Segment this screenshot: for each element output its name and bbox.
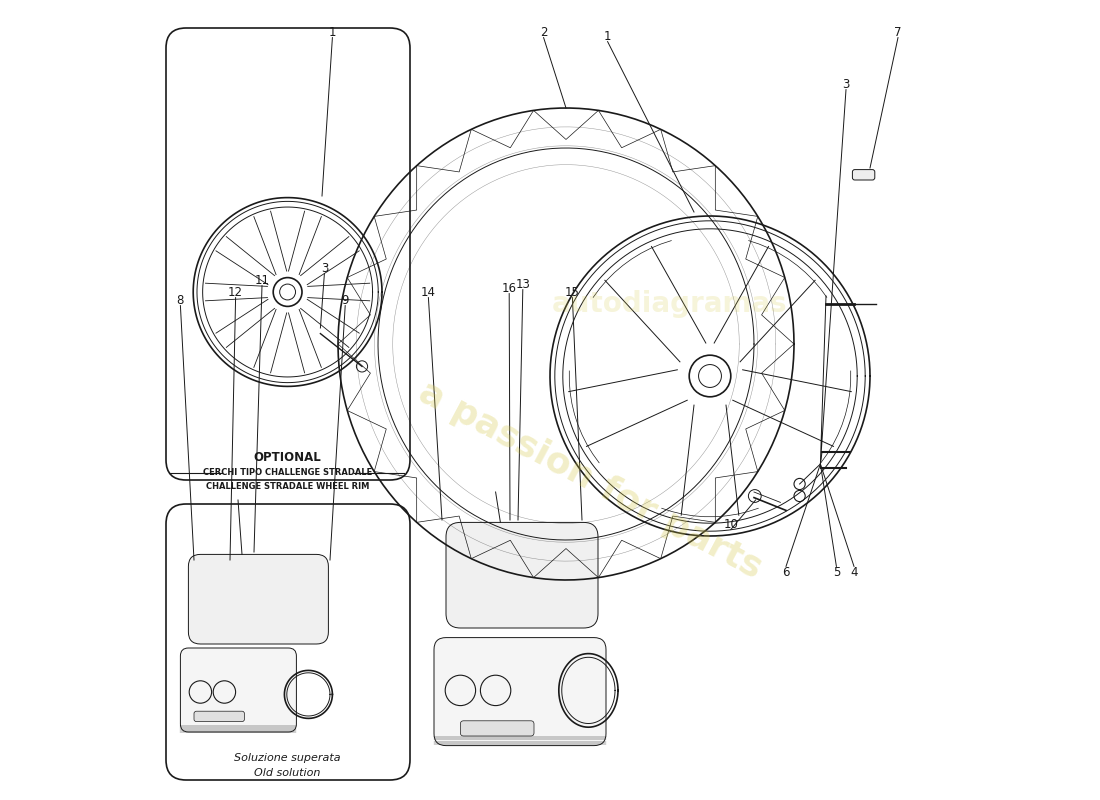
Text: OPTIONAL: OPTIONAL <box>254 451 321 464</box>
Text: 14: 14 <box>421 286 436 298</box>
Text: autodiagramas: autodiagramas <box>552 290 788 318</box>
FancyBboxPatch shape <box>461 721 534 736</box>
Text: 1: 1 <box>604 30 612 42</box>
Text: 13: 13 <box>516 278 530 290</box>
Text: 3: 3 <box>321 262 328 274</box>
Text: 11: 11 <box>254 274 270 286</box>
FancyBboxPatch shape <box>188 554 329 644</box>
Text: 1: 1 <box>329 26 337 38</box>
FancyBboxPatch shape <box>434 638 606 746</box>
Text: 6: 6 <box>782 566 790 578</box>
FancyBboxPatch shape <box>180 648 296 732</box>
Text: 12: 12 <box>228 286 243 298</box>
FancyBboxPatch shape <box>194 711 244 722</box>
Text: 3: 3 <box>843 78 849 90</box>
Text: 2: 2 <box>540 26 548 38</box>
Text: 5: 5 <box>833 566 840 578</box>
Text: 10: 10 <box>724 518 738 530</box>
Text: 15: 15 <box>565 286 580 298</box>
Text: 8: 8 <box>177 294 184 306</box>
Text: 4: 4 <box>850 566 858 578</box>
FancyBboxPatch shape <box>852 170 874 180</box>
Text: a passion for parts: a passion for parts <box>412 375 768 585</box>
Text: Old solution: Old solution <box>254 768 321 778</box>
Text: CERCHI TIPO CHALLENGE STRADALE: CERCHI TIPO CHALLENGE STRADALE <box>204 468 372 478</box>
Text: 7: 7 <box>894 26 902 38</box>
Text: 9: 9 <box>341 294 349 306</box>
Text: Soluzione superata: Soluzione superata <box>234 754 341 763</box>
Text: CHALLENGE STRADALE WHEEL RIM: CHALLENGE STRADALE WHEEL RIM <box>206 482 370 491</box>
FancyBboxPatch shape <box>446 522 598 628</box>
Text: 16: 16 <box>502 282 517 294</box>
